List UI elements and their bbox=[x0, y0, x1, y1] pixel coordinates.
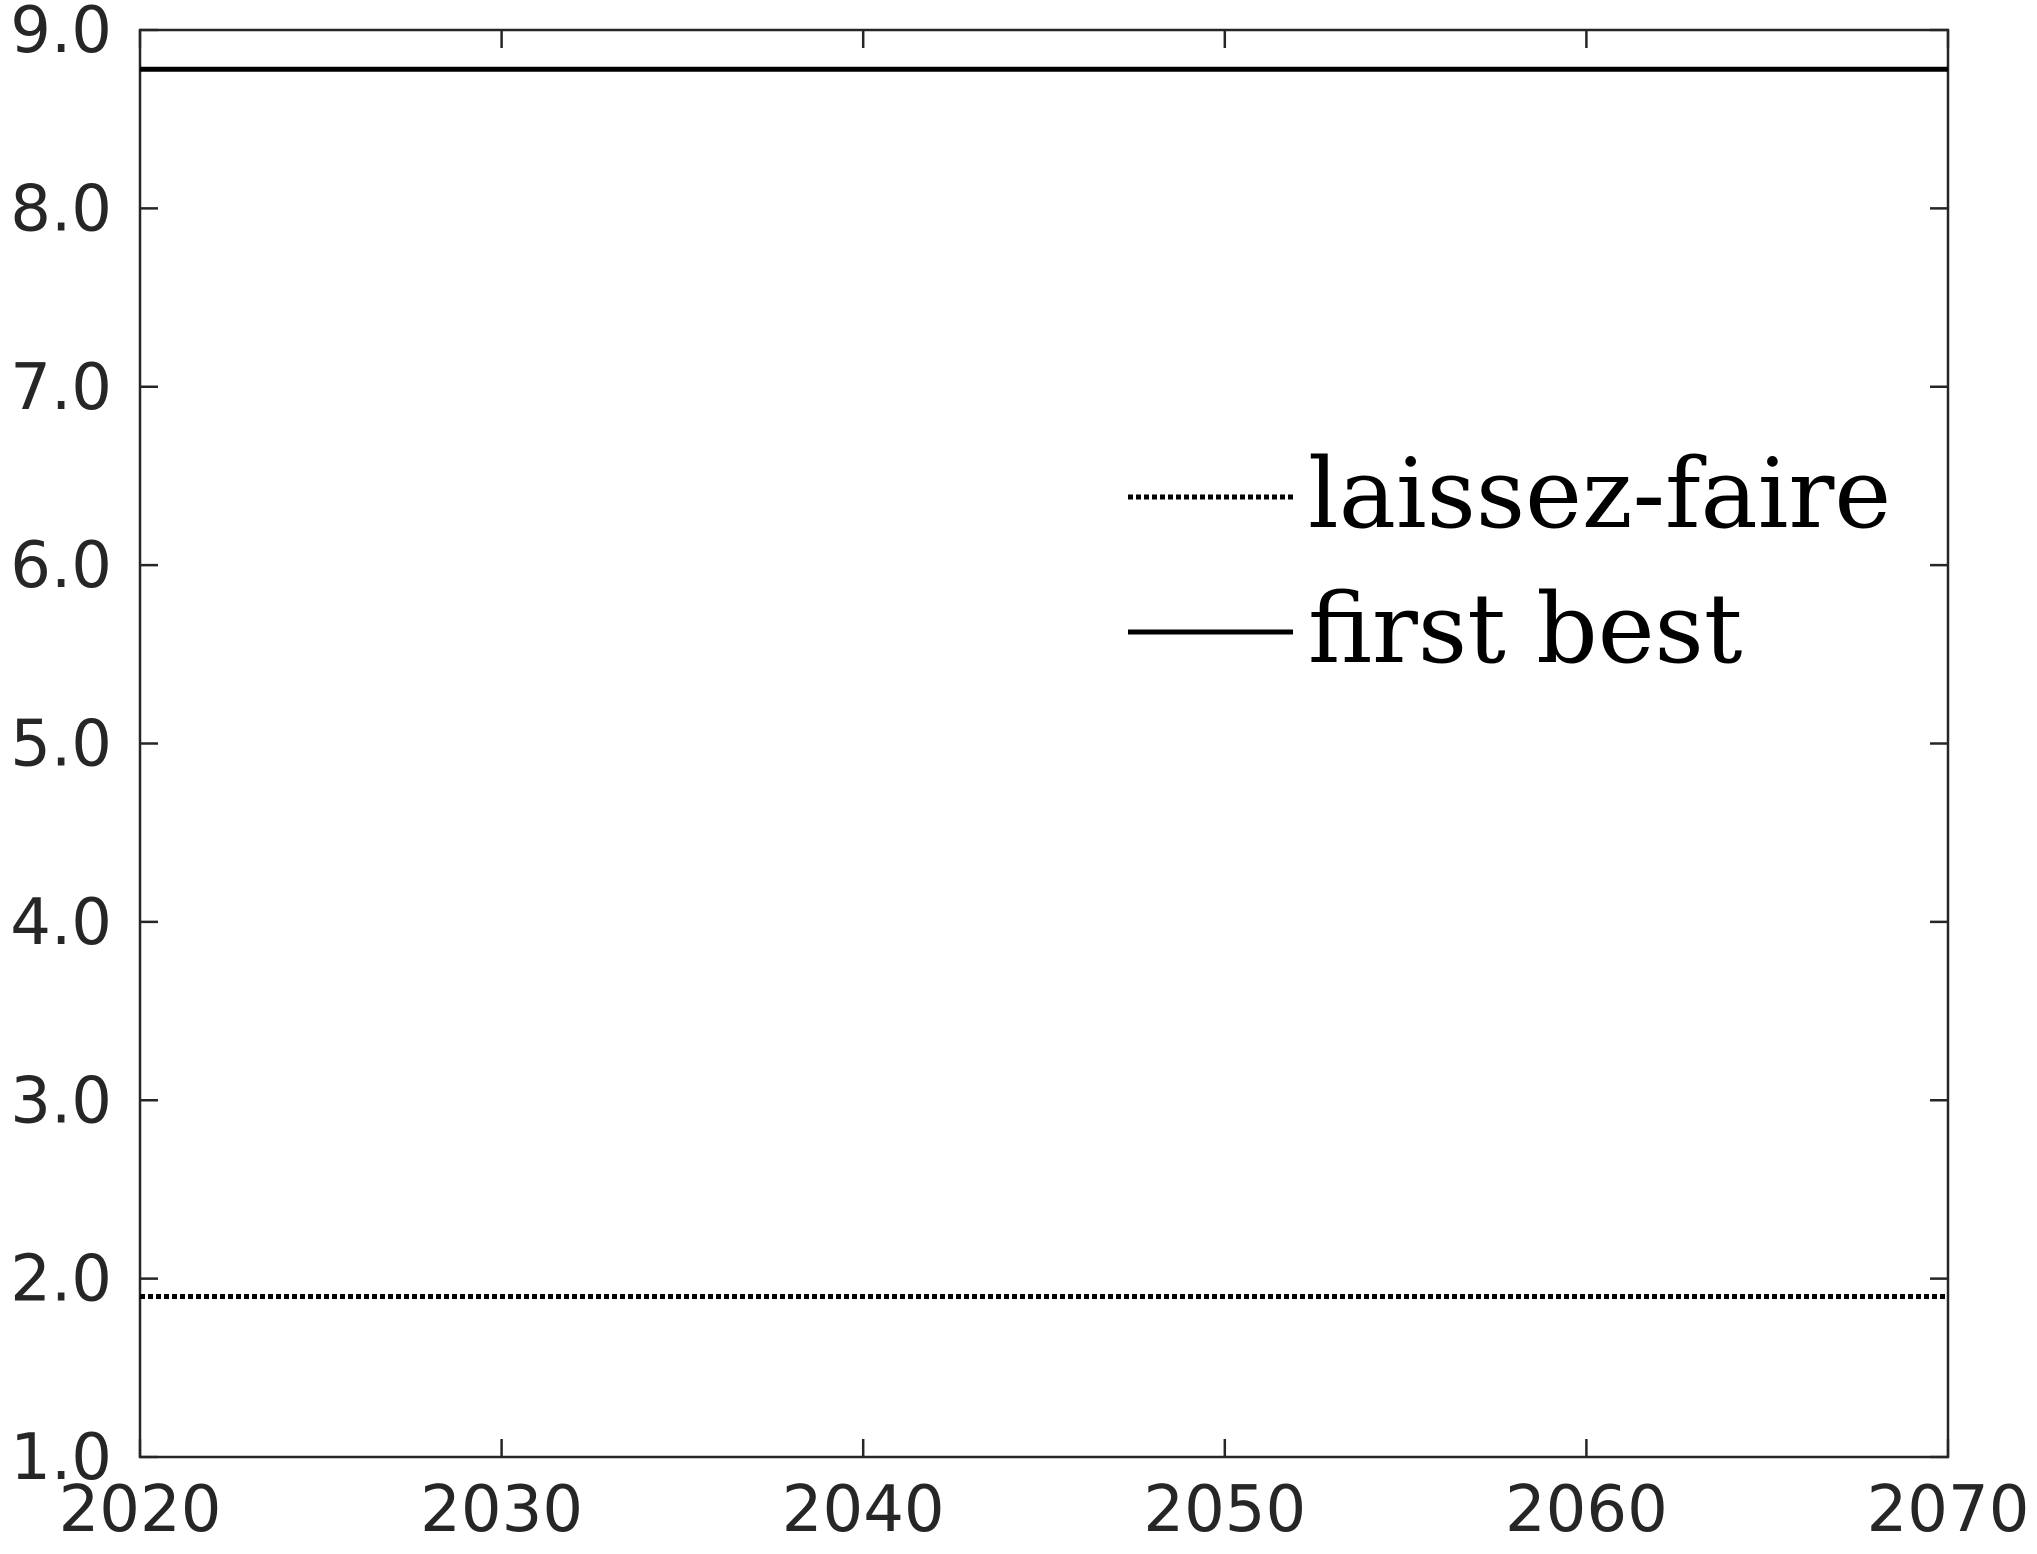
x-tick-label: 2020 bbox=[59, 1473, 222, 1547]
legend-label: first best bbox=[1308, 573, 1742, 685]
x-tick-label: 2040 bbox=[782, 1473, 945, 1547]
y-tick-label: 3.0 bbox=[10, 1064, 112, 1138]
legend: laissez-faire first best bbox=[1128, 438, 1891, 685]
x-tick-label: 2070 bbox=[1867, 1473, 2030, 1547]
y-tick-label: 5.0 bbox=[10, 708, 112, 782]
y-tick-label: 1.0 bbox=[10, 1421, 112, 1495]
x-axis-ticks: 2020 2030 2040 2050 2060 2070 bbox=[59, 30, 2030, 1547]
y-axis-ticks: 1.0 2.0 3.0 4.0 5.0 6.0 7.0 8.0 9.0 bbox=[10, 0, 1948, 1495]
y-tick-label: 6.0 bbox=[10, 529, 112, 603]
y-tick-label: 8.0 bbox=[10, 172, 112, 246]
y-tick-label: 4.0 bbox=[10, 886, 112, 960]
series-layer bbox=[140, 66, 1948, 1299]
legend-label: laissez-faire bbox=[1308, 438, 1891, 550]
y-tick-label: 9.0 bbox=[10, 0, 112, 68]
x-tick-label: 2030 bbox=[420, 1473, 583, 1547]
axes-frame bbox=[138, 28, 1950, 1459]
y-tick-label: 2.0 bbox=[10, 1243, 112, 1317]
x-tick-label: 2050 bbox=[1143, 1473, 1306, 1547]
plot-area bbox=[138, 28, 1950, 1459]
y-tick-label: 7.0 bbox=[10, 351, 112, 425]
x-tick-label: 2060 bbox=[1505, 1473, 1668, 1547]
